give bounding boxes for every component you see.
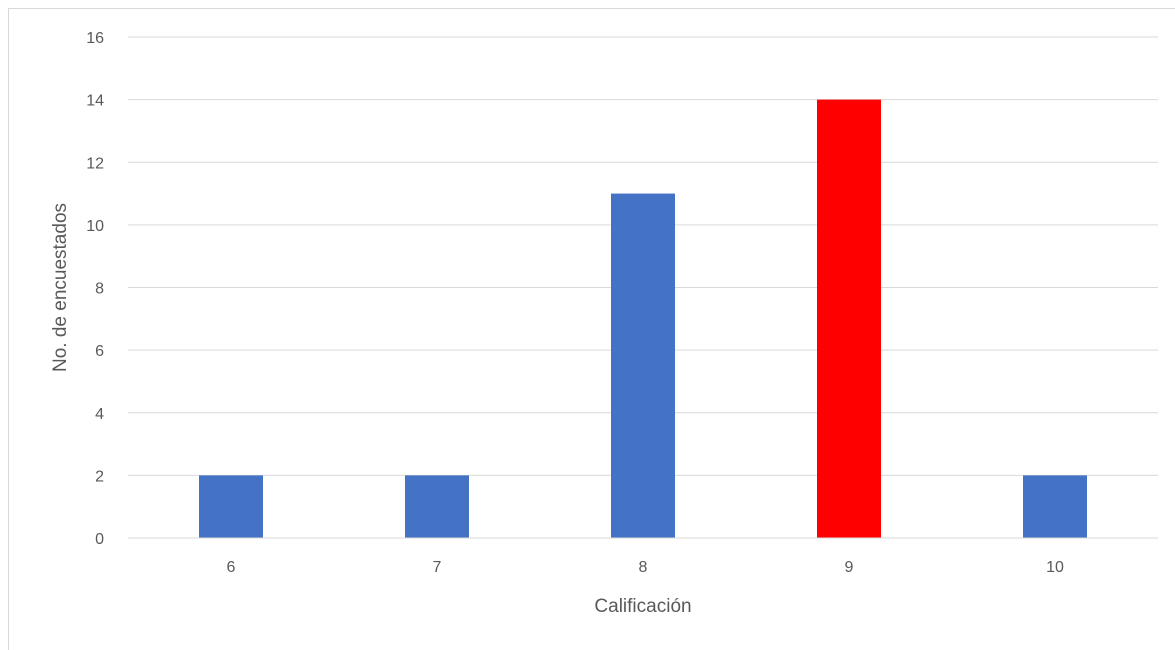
- x-tick-label: 8: [639, 559, 648, 576]
- x-tick-label: 7: [433, 559, 442, 576]
- y-tick-label: 6: [95, 343, 104, 360]
- y-tick-label: 4: [95, 406, 104, 423]
- y-tick-label: 10: [86, 218, 104, 235]
- bar-6: [199, 475, 263, 538]
- x-tick-labels: 6 7 8 9 10: [227, 559, 1064, 576]
- x-tick-label: 9: [845, 559, 854, 576]
- bar-8: [611, 193, 675, 538]
- bar-7: [405, 475, 469, 538]
- chart-border: [8, 8, 1175, 650]
- bar-10: [1023, 475, 1087, 538]
- x-axis-title: Calificación: [594, 596, 691, 617]
- y-tick-labels: 0 2 4 6 8 10 12 14 16: [86, 30, 104, 548]
- y-tick-label: 16: [86, 30, 104, 47]
- bar-9: [817, 99, 881, 538]
- y-tick-label: 2: [95, 468, 104, 485]
- bars: [199, 99, 1087, 538]
- y-tick-label: 14: [86, 93, 104, 110]
- y-axis-title: No. de encuestados: [50, 203, 71, 372]
- x-tick-label: 10: [1046, 559, 1064, 576]
- y-tick-label: 8: [95, 281, 104, 298]
- x-tick-label: 6: [227, 559, 236, 576]
- y-tick-label: 0: [95, 531, 104, 548]
- y-tick-label: 12: [86, 155, 104, 172]
